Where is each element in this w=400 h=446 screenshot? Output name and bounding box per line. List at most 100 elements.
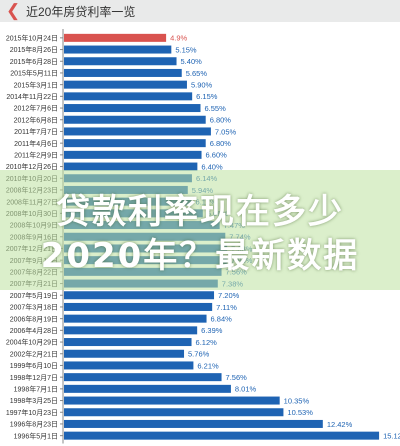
bar — [64, 139, 206, 148]
bar — [64, 302, 213, 311]
value-label: 5.65% — [186, 69, 208, 78]
value-label: 7.83% — [231, 256, 253, 265]
value-label: 6.80% — [210, 116, 232, 125]
category-label: 2012年6月8日 — [14, 115, 58, 124]
category-label: 2007年9月15日 — [10, 256, 58, 265]
bar — [64, 115, 206, 124]
category-label: 2007年7月21日 — [10, 279, 58, 288]
value-label: 5.40% — [181, 57, 203, 66]
value-label: 12.42% — [327, 420, 353, 429]
category-label: 1997年10月23日 — [6, 408, 58, 417]
bar — [64, 162, 198, 171]
bar — [64, 57, 177, 66]
bar — [64, 104, 201, 113]
back-arrow-icon[interactable]: ❮ — [6, 1, 21, 20]
bar — [64, 291, 215, 300]
value-label: 6.84% — [211, 314, 233, 323]
bar — [64, 209, 203, 218]
category-label: 2011年7月7日 — [14, 127, 58, 136]
bar — [64, 431, 380, 440]
value-label: 5.94% — [192, 186, 214, 195]
value-label: 6.12% — [196, 338, 218, 347]
category-label: 2002年2月21日 — [10, 349, 58, 358]
category-label: 2007年3月18日 — [10, 303, 58, 312]
value-label: 6.55% — [204, 104, 226, 113]
value-label: 8.01% — [235, 385, 257, 394]
value-label: 6.21% — [197, 361, 219, 370]
category-label: 2008年11月27日 — [6, 197, 58, 206]
value-label: 7.38% — [222, 279, 244, 288]
bar — [64, 80, 187, 89]
bar — [64, 45, 172, 54]
bar — [64, 127, 211, 136]
value-label: 5.90% — [191, 80, 213, 89]
category-label: 2011年2月9日 — [14, 150, 58, 159]
bar — [64, 92, 193, 101]
bar — [64, 174, 192, 183]
value-label: 7.05% — [215, 127, 237, 136]
category-label: 2008年10月9日 — [10, 221, 58, 230]
bar — [64, 197, 192, 206]
category-label: 2004年10月29日 — [6, 338, 58, 347]
value-label: 6.60% — [206, 151, 228, 160]
value-label: 6.39% — [201, 326, 223, 335]
value-label: 6.15% — [196, 92, 218, 101]
category-label: 1999年6月10日 — [10, 361, 58, 370]
category-label: 2006年8月19日 — [10, 314, 58, 323]
bar — [64, 419, 323, 428]
value-label: 5.76% — [188, 350, 210, 359]
bar — [64, 279, 218, 288]
category-label: 2015年10月24日 — [6, 33, 58, 42]
category-label: 2010年10月20日 — [6, 174, 58, 183]
bar — [64, 256, 228, 265]
bar — [64, 384, 231, 393]
value-label: 7.11% — [216, 303, 237, 312]
bar — [64, 326, 198, 335]
value-label: 4.9% — [170, 34, 187, 43]
bar — [64, 314, 207, 323]
bar — [64, 244, 228, 253]
bar — [64, 267, 222, 276]
category-label: 2007年8月22日 — [10, 267, 58, 276]
category-label: 2015年8月26日 — [10, 45, 58, 54]
value-label: 7.47% — [224, 221, 246, 230]
rate-bar-chart: 2015年10月24日 4.9% 2015年8月26日 5.15% 2015年6月28日… — [6, 29, 400, 444]
bar — [64, 33, 167, 42]
value-label: 6.40% — [201, 162, 223, 171]
bar — [64, 185, 188, 194]
category-label: 2008年12月23日 — [6, 186, 58, 195]
value-label: 15.12% — [383, 431, 400, 440]
category-label: 1996年5月1日 — [14, 431, 58, 440]
category-label: 2014年11月22日 — [6, 92, 58, 101]
bar — [64, 373, 222, 382]
value-label: 10.53% — [287, 408, 313, 417]
page-title: 近20年房贷利率一览 — [26, 5, 136, 19]
category-label: 2012年7月6日 — [14, 104, 58, 113]
value-label: 5.15% — [175, 45, 197, 54]
value-label: 7.20% — [218, 291, 240, 300]
category-label: 2015年5月11日 — [10, 69, 58, 78]
value-label: 7.74% — [229, 233, 251, 242]
bar — [64, 338, 192, 347]
bar — [64, 68, 182, 77]
category-label: 2007年5月19日 — [10, 291, 58, 300]
bar — [64, 349, 185, 358]
bar — [64, 232, 226, 241]
category-label: 1998年7月1日 — [14, 384, 58, 393]
category-label: 2011年4月6日 — [14, 139, 58, 148]
value-label: 7.56% — [226, 268, 248, 277]
value-label: 6.14% — [196, 174, 218, 183]
category-label: 1998年3月25日 — [10, 396, 58, 405]
category-label: 2010年12月26日 — [6, 162, 58, 171]
value-label: 6.66% — [207, 209, 229, 218]
category-label: 1996年8月23日 — [10, 420, 58, 429]
bar — [64, 150, 202, 159]
bar — [64, 221, 220, 230]
category-label: 2008年10月30日 — [6, 209, 58, 218]
value-label: 6.80% — [210, 139, 232, 148]
category-label: 2015年3月1日 — [14, 80, 58, 89]
category-label: 1998年12月7日 — [10, 373, 58, 382]
category-label: 2007年12月21日 — [6, 244, 58, 253]
title-bar: ❮ 近20年房贷利率一览 — [0, 0, 400, 22]
value-label: 7.56% — [226, 373, 248, 382]
